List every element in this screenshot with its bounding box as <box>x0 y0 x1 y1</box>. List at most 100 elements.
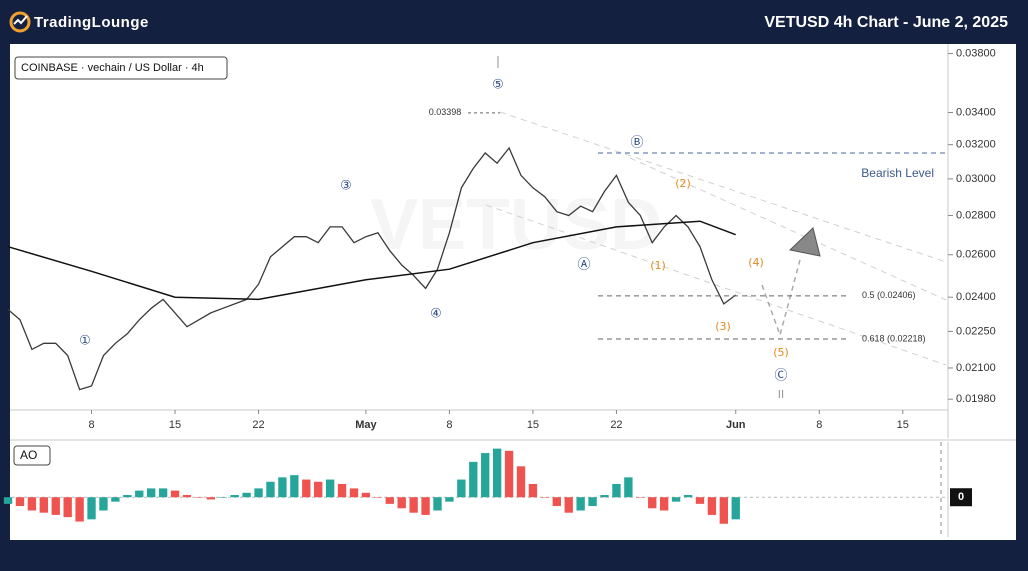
ao-bar <box>87 497 96 520</box>
ao-bar <box>648 497 657 509</box>
ao-bar <box>349 488 359 498</box>
legend-label: COINBASE · vechain / US Dollar · 4h <box>21 62 204 74</box>
ao-bar <box>409 497 418 513</box>
ao-bar <box>158 488 168 498</box>
wave-label: ① <box>79 334 91 349</box>
x-tick-label: 8 <box>816 419 822 431</box>
y-tick-label: 0.03800 <box>956 47 996 59</box>
x-tick-label: 15 <box>897 419 909 431</box>
ao-bar <box>266 481 275 498</box>
fib-level-label: 0.5 (0.02406) <box>862 290 916 300</box>
ao-bar <box>373 497 383 498</box>
ao-bar <box>147 488 156 498</box>
wave-label: ③ <box>340 179 352 194</box>
ao-bar <box>492 448 502 498</box>
ao-bar <box>278 477 287 498</box>
ao-bar <box>337 483 347 498</box>
ao-bar <box>588 497 597 507</box>
ao-bar <box>564 497 573 513</box>
ao-label: AO <box>20 448 37 462</box>
fib-level-label: 0.618 (0.02218) <box>862 333 926 343</box>
ao-bar <box>385 497 394 504</box>
ao-bar <box>540 497 550 498</box>
x-tick-label: 15 <box>527 419 539 431</box>
x-tick-label: May <box>355 419 377 431</box>
ao-bar <box>290 475 299 498</box>
ao-bar <box>445 497 454 502</box>
logo-text: TradingLounge <box>34 14 149 31</box>
ao-bar <box>218 497 227 498</box>
wave-label: (1) <box>650 259 666 272</box>
ao-bar <box>481 453 490 498</box>
ao-bar <box>314 481 323 498</box>
ao-bar <box>3 497 13 504</box>
ao-tick-box <box>950 488 972 507</box>
y-tick-label: 0.02100 <box>956 362 996 374</box>
ao-bar <box>683 495 693 498</box>
ao-tick-label: 0 <box>958 491 964 503</box>
x-tick-label: 8 <box>446 419 452 431</box>
y-tick-label: 0.03200 <box>956 139 996 151</box>
ao-bar <box>361 492 371 498</box>
x-tick-label: 8 <box>88 419 94 431</box>
ao-bar <box>552 497 561 507</box>
ao-bar <box>421 497 430 515</box>
ao-bar <box>695 497 705 504</box>
x-tick-label: Jun <box>726 419 746 431</box>
wave-label: I <box>496 55 499 68</box>
high-label: 0.03398 <box>429 107 462 117</box>
legend-box <box>14 56 228 80</box>
ao-bar <box>75 497 84 522</box>
x-tick-label: 22 <box>610 419 622 431</box>
ao-bar <box>206 497 216 500</box>
ao-bar <box>528 483 538 498</box>
ao-bar <box>731 497 740 520</box>
wave-label: (3) <box>715 320 731 333</box>
watermark: VETUSD <box>370 185 662 265</box>
ao-bar <box>39 497 48 513</box>
ao-bar <box>99 497 108 511</box>
ao-bar <box>123 495 132 498</box>
projection-arrow <box>788 227 821 257</box>
wave-label: II <box>778 388 785 401</box>
ao-bar <box>457 479 466 498</box>
wave-label: (5) <box>773 346 789 359</box>
ao-bar <box>170 490 180 498</box>
wave-label: ⑤ <box>492 78 504 93</box>
x-tick-label: 22 <box>252 419 264 431</box>
ao-bar <box>707 497 717 515</box>
ao-bar <box>433 497 442 511</box>
ao-bar <box>504 450 514 498</box>
ao-bar <box>397 497 406 509</box>
ao-bar <box>63 497 72 518</box>
wave-label: (4) <box>748 256 764 269</box>
y-tick-label: 0.01980 <box>956 393 996 405</box>
y-tick-label: 0.02250 <box>956 325 996 337</box>
ao-bar <box>576 497 585 511</box>
moving-average <box>7 220 736 301</box>
ao-bar <box>612 483 621 498</box>
wave-label: (2) <box>675 177 691 190</box>
ao-bar <box>600 495 609 498</box>
ao-bar <box>469 461 478 498</box>
ao-bar <box>325 479 335 498</box>
ao-bar <box>636 497 645 498</box>
price-line <box>7 146 737 391</box>
y-tick-label: 0.03000 <box>956 173 996 185</box>
wave-label: Ⓐ <box>577 258 590 273</box>
ao-bar <box>27 497 37 511</box>
y-tick-label: 0.02800 <box>956 209 996 221</box>
ao-bar <box>135 490 144 498</box>
ao-bar <box>15 497 25 507</box>
channel-lines <box>485 111 947 366</box>
ao-label-box <box>13 445 51 466</box>
wave-label: Ⓒ <box>774 369 787 384</box>
ao-bar <box>230 495 239 498</box>
header-title: VETUSD 4h Chart - June 2, 2025 <box>764 14 1008 31</box>
ao-bar <box>51 497 60 515</box>
ao-bar <box>182 495 192 498</box>
logo-icon <box>9 11 31 33</box>
y-tick-label: 0.03400 <box>956 106 996 118</box>
ao-bar <box>194 497 204 498</box>
